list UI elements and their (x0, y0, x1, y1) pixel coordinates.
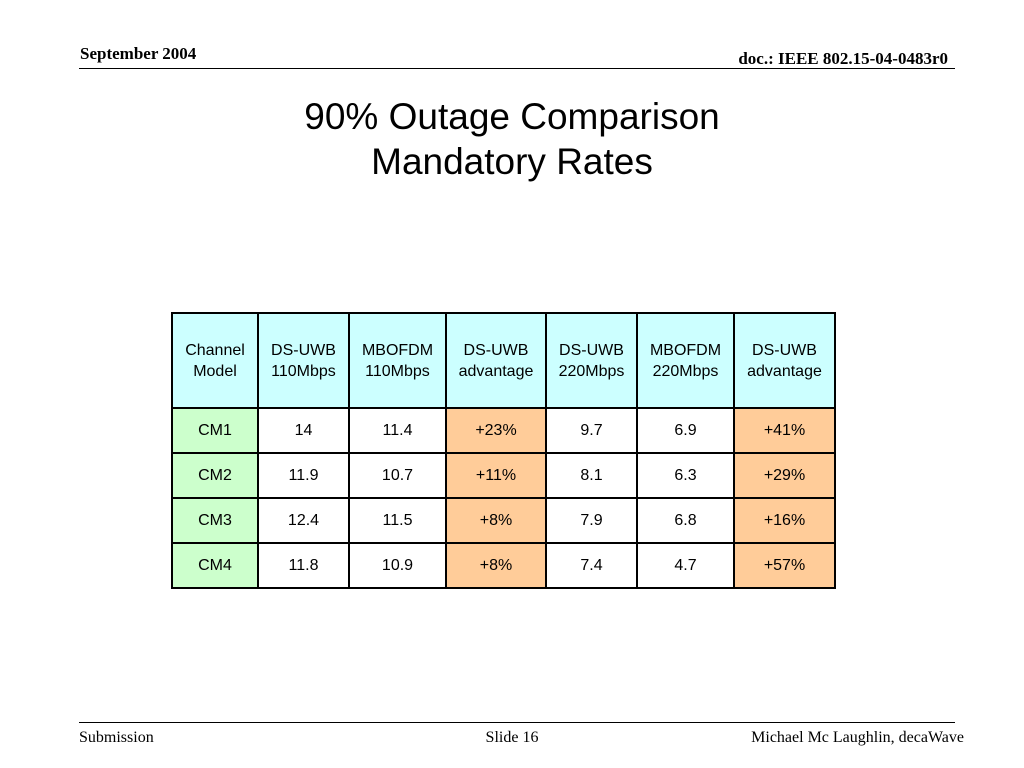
header-line: DS-UWB (752, 341, 817, 359)
cell-mbofdm-220: 6.3 (636, 452, 735, 499)
header-line: DS-UWB (271, 341, 336, 359)
header-line: MBOFDM (649, 341, 722, 359)
table-row: CM4 11.8 10.9 +8% 7.4 4.7 +57% (171, 542, 836, 589)
header-line: DS-UWB (559, 341, 624, 359)
table-row: CM3 12.4 11.5 +8% 7.9 6.8 +16% (171, 497, 836, 544)
table-header-row: Channel Model DS-UWB 110Mbps MBOFDM 110Mbps… (171, 312, 836, 409)
cell-mbofdm-110: 10.7 (348, 452, 447, 499)
cell-dsuwb-220: 7.4 (545, 542, 638, 589)
cell-mbofdm-110: 11.5 (348, 497, 447, 544)
footer-author: Michael Mc Laughlin, decaWave (751, 729, 964, 746)
cell-channel-model: CM4 (171, 542, 259, 589)
footer-submission: Submission (79, 729, 154, 746)
cell-dsuwb-110: 11.9 (257, 452, 350, 499)
header-advantage-220: DS-UWB advantage (733, 312, 836, 409)
header-line: 110Mbps (271, 362, 336, 380)
header-mbofdm-220: MBOFDM 220Mbps (636, 312, 735, 409)
cell-channel-model: CM2 (171, 452, 259, 499)
header-dsuwb-220: DS-UWB 220Mbps (545, 312, 638, 409)
footer-slide-number: Slide 16 (485, 729, 539, 746)
header-line: 220Mbps (558, 362, 625, 380)
cell-dsuwb-220: 8.1 (545, 452, 638, 499)
cell-advantage-110: +8% (445, 497, 547, 544)
header-rule (79, 68, 955, 69)
cell-dsuwb-220: 7.9 (545, 497, 638, 544)
cell-advantage-220: +16% (733, 497, 836, 544)
header-date: September 2004 (80, 44, 197, 63)
header-line: Model (193, 362, 237, 380)
header-line: Channel (185, 341, 245, 359)
cell-dsuwb-110: 14 (257, 407, 350, 454)
cell-dsuwb-110: 12.4 (257, 497, 350, 544)
cell-advantage-110: +23% (445, 407, 547, 454)
cell-dsuwb-220: 9.7 (545, 407, 638, 454)
header-line: DS-UWB (463, 341, 529, 359)
header-line: advantage (747, 362, 822, 380)
header-mbofdm-110: MBOFDM 110Mbps (348, 312, 447, 409)
cell-mbofdm-220: 6.9 (636, 407, 735, 454)
comparison-table: Channel Model DS-UWB 110Mbps MBOFDM 110Mbps… (171, 312, 836, 589)
cell-advantage-220: +57% (733, 542, 836, 589)
footer-rule (79, 722, 955, 723)
header-channel-model: Channel Model (171, 312, 259, 409)
cell-mbofdm-220: 6.8 (636, 497, 735, 544)
slide-title-line1: 90% Outage Comparison (304, 96, 720, 137)
table-row: CM2 11.9 10.7 +11% 8.1 6.3 +29% (171, 452, 836, 499)
cell-advantage-220: +41% (733, 407, 836, 454)
cell-advantage-110: +8% (445, 542, 547, 589)
header-line: MBOFDM (361, 341, 434, 359)
header-advantage-110: DS-UWB advantage (445, 312, 547, 409)
slide-title: 90% Outage Comparison Mandatory Rates (0, 94, 1024, 184)
cell-dsuwb-110: 11.8 (257, 542, 350, 589)
header-line: 220Mbps (652, 362, 719, 380)
slide-title-line2: Mandatory Rates (371, 141, 653, 182)
cell-channel-model: CM3 (171, 497, 259, 544)
table-row: CM1 14 11.4 +23% 9.7 6.9 +41% (171, 407, 836, 454)
cell-mbofdm-110: 11.4 (348, 407, 447, 454)
cell-advantage-110: +11% (445, 452, 547, 499)
header-line: 110Mbps (365, 362, 430, 380)
header-dsuwb-110: DS-UWB 110Mbps (257, 312, 350, 409)
cell-channel-model: CM1 (171, 407, 259, 454)
header-doc-id: doc.: IEEE 802.15-04-0483r0 (738, 49, 948, 68)
header-line: advantage (458, 362, 534, 380)
cell-mbofdm-110: 10.9 (348, 542, 447, 589)
cell-advantage-220: +29% (733, 452, 836, 499)
cell-mbofdm-220: 4.7 (636, 542, 735, 589)
